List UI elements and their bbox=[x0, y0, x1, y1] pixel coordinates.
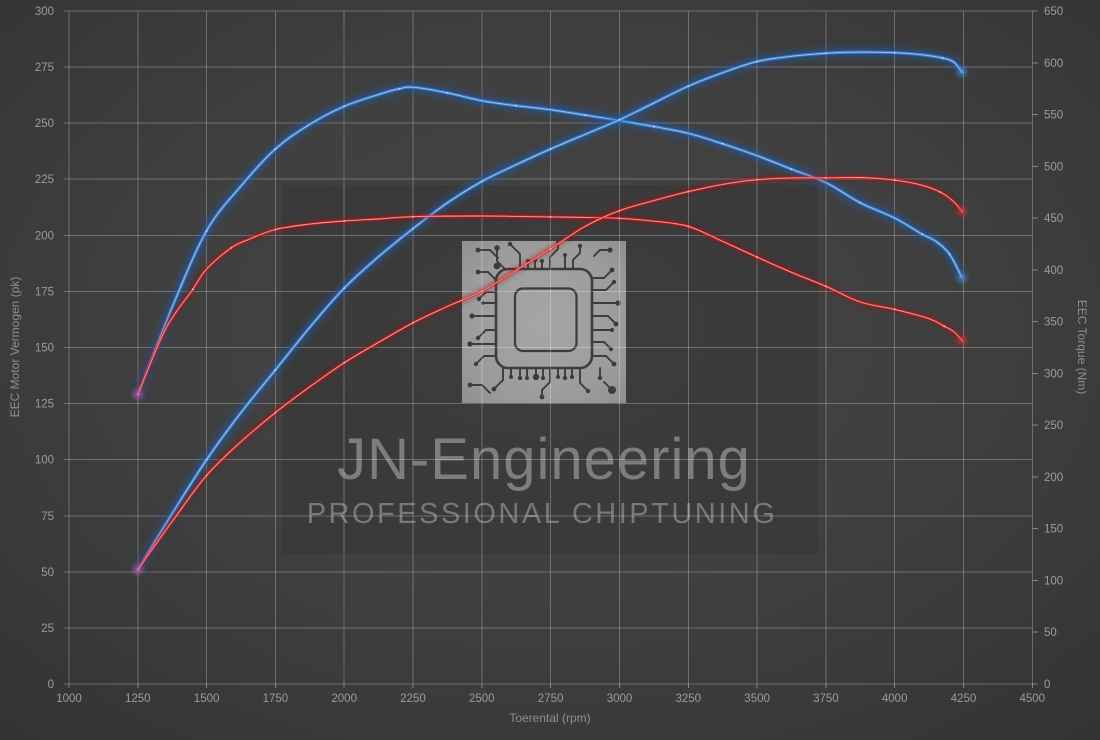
svg-text:50: 50 bbox=[41, 567, 54, 579]
svg-text:25: 25 bbox=[41, 623, 54, 635]
svg-text:125: 125 bbox=[35, 399, 54, 411]
svg-text:0: 0 bbox=[1044, 679, 1050, 691]
svg-text:350: 350 bbox=[1044, 317, 1063, 329]
svg-text:1250: 1250 bbox=[125, 693, 151, 705]
svg-text:600: 600 bbox=[1044, 58, 1063, 70]
svg-text:550: 550 bbox=[1044, 110, 1063, 122]
svg-text:4250: 4250 bbox=[951, 693, 977, 705]
svg-text:250: 250 bbox=[35, 118, 54, 130]
svg-text:1500: 1500 bbox=[194, 693, 220, 705]
svg-text:4000: 4000 bbox=[882, 693, 908, 705]
svg-text:175: 175 bbox=[35, 286, 54, 298]
svg-text:225: 225 bbox=[35, 174, 54, 186]
svg-text:75: 75 bbox=[41, 511, 54, 523]
svg-text:450: 450 bbox=[1044, 213, 1063, 225]
svg-text:3250: 3250 bbox=[676, 693, 702, 705]
svg-text:2250: 2250 bbox=[400, 693, 426, 705]
svg-text:100: 100 bbox=[35, 455, 54, 467]
svg-text:200: 200 bbox=[35, 230, 54, 242]
svg-text:2500: 2500 bbox=[469, 693, 495, 705]
svg-text:50: 50 bbox=[1044, 627, 1057, 639]
svg-text:1750: 1750 bbox=[263, 693, 289, 705]
svg-text:3000: 3000 bbox=[607, 693, 633, 705]
svg-text:JN-Engineering: JN-Engineering bbox=[337, 427, 751, 492]
svg-text:EEC Torque (Nm): EEC Torque (Nm) bbox=[1075, 300, 1089, 394]
svg-text:100: 100 bbox=[1044, 576, 1063, 588]
svg-text:0: 0 bbox=[48, 679, 54, 691]
svg-text:200: 200 bbox=[1044, 472, 1063, 484]
svg-text:400: 400 bbox=[1044, 265, 1063, 277]
svg-text:PROFESSIONAL CHIPTUNING: PROFESSIONAL CHIPTUNING bbox=[307, 498, 778, 530]
svg-text:3500: 3500 bbox=[744, 693, 770, 705]
svg-text:150: 150 bbox=[1044, 524, 1063, 536]
svg-text:650: 650 bbox=[1044, 6, 1063, 18]
svg-text:EEC Motor Vermogen (pk): EEC Motor Vermogen (pk) bbox=[8, 277, 22, 418]
svg-text:3750: 3750 bbox=[813, 693, 839, 705]
svg-text:150: 150 bbox=[35, 343, 54, 355]
svg-text:275: 275 bbox=[35, 62, 54, 74]
svg-text:Toerental (rpm): Toerental (rpm) bbox=[509, 711, 590, 725]
svg-text:1000: 1000 bbox=[56, 693, 82, 705]
svg-text:4500: 4500 bbox=[1020, 693, 1046, 705]
svg-text:300: 300 bbox=[35, 6, 54, 18]
svg-text:250: 250 bbox=[1044, 420, 1063, 432]
svg-text:2750: 2750 bbox=[538, 693, 564, 705]
svg-text:300: 300 bbox=[1044, 368, 1063, 380]
svg-text:500: 500 bbox=[1044, 161, 1063, 173]
svg-text:2000: 2000 bbox=[331, 693, 357, 705]
